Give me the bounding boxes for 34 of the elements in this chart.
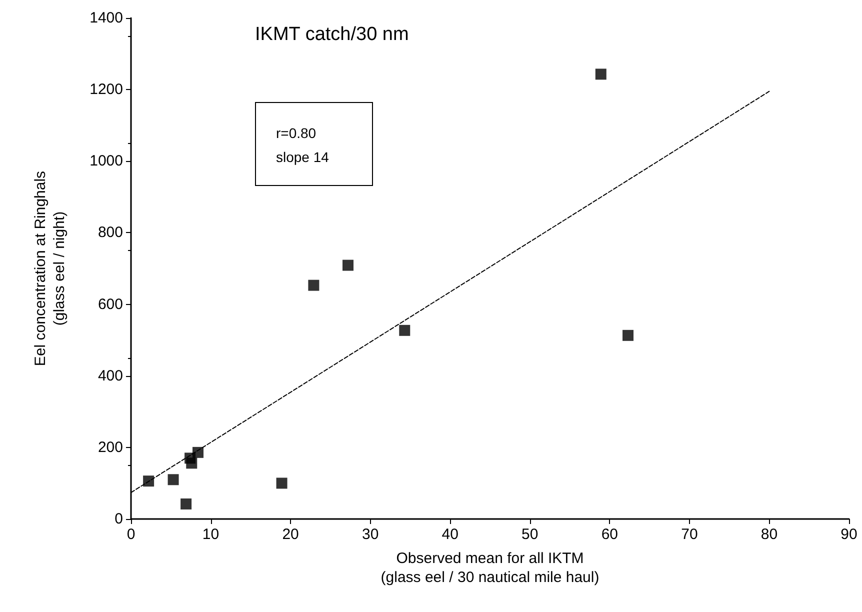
text-box: r=0.80 slope 14: [255, 102, 373, 186]
chart-title: IKMT catch/30 nm: [255, 24, 409, 45]
y-tick-label: 1200: [90, 81, 123, 98]
point: [399, 324, 410, 336]
point: [276, 478, 288, 489]
point: [622, 330, 634, 341]
y-tick-label: 400: [98, 367, 123, 384]
x-tick-label: 20: [282, 526, 299, 543]
y-tick-label: 1000: [90, 152, 123, 170]
x-axis-title: Observed mean for all IKTM (glass eel / 30 nautical mile haul): [380, 550, 600, 586]
point: [143, 476, 154, 487]
x-tick-label: 40: [442, 526, 458, 543]
x-tick-label: 30: [362, 526, 379, 543]
y-tick-label: 200: [98, 438, 123, 456]
annotation: slope 14: [276, 148, 330, 167]
point: [595, 68, 606, 80]
point: [168, 474, 179, 486]
y-axis-title: Eel concentration at Ringhals (glass eel / night): [32, 170, 68, 366]
x-tick-label: 90: [840, 526, 858, 543]
y-tick-label: 1400: [90, 10, 123, 26]
x-tick-label: 10: [202, 526, 220, 543]
y-tick-label: 0: [114, 510, 123, 528]
x-tick-label: 80: [760, 526, 778, 543]
y-tick-label: 800: [98, 224, 123, 242]
x-tick-label: 70: [681, 526, 698, 543]
point: [342, 260, 354, 271]
point: [192, 446, 204, 458]
x-tick-label: 0: [126, 526, 136, 543]
x-tick-label: 60: [601, 526, 618, 543]
annotation: r=0.80: [276, 124, 318, 143]
x-tick-label: 50: [522, 526, 538, 543]
point: [308, 280, 320, 291]
y-tick-label: 600: [98, 296, 123, 313]
point: [180, 498, 192, 510]
